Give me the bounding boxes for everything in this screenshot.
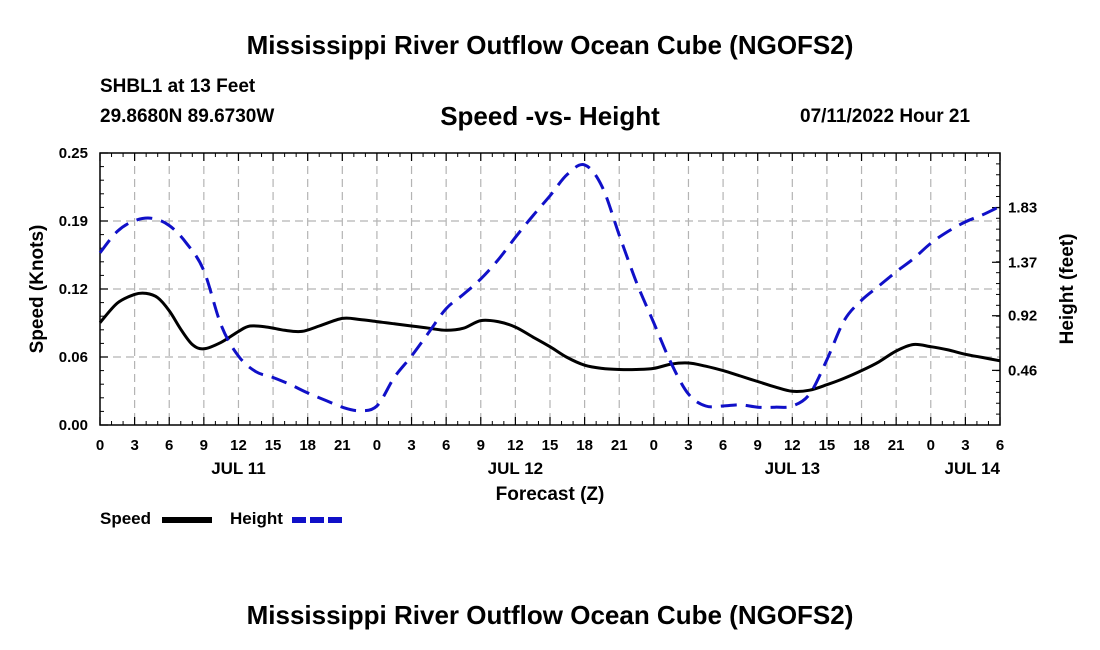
x-tick-label: 3 (684, 437, 692, 454)
series-line-height (98, 163, 1001, 413)
y-tick-label: 0.06 (59, 349, 88, 366)
x-tick-label: 0 (650, 437, 658, 454)
x-date-label: JUL 13 (765, 459, 820, 478)
x-tick-label: 21 (888, 437, 905, 454)
y2-axis-title: Height (feet) (1057, 234, 1078, 345)
x-tick-label: 9 (754, 437, 762, 454)
axis-ticks (99, 152, 1001, 426)
axis-labels: 0 3 6 9 12 15 18 21 0 3 6 9 12 15 18 21 0 3 6 9 12 15 18 21 0 3 6 J… (27, 145, 1078, 505)
x-tick-label: 6 (165, 437, 173, 454)
forecast-datetime: 07/11/2022 Hour 21 (800, 106, 971, 127)
footer-title: Mississippi River Outflow Ocean Cube (NG… (246, 600, 854, 630)
x-tick-label: 6 (719, 437, 727, 454)
x-tick-label: 12 (230, 437, 247, 454)
grid (100, 153, 1000, 425)
x-tick-label: 15 (265, 437, 282, 454)
x-tick-label: 0 (927, 437, 935, 454)
y2-tick-label: 1.83 (1008, 200, 1037, 217)
x-tick-label: 21 (334, 437, 351, 454)
legend-speed-label: Speed (100, 509, 152, 528)
y-tick-label: 0.25 (59, 145, 88, 162)
x-tick-label: 3 (130, 437, 138, 454)
x-tick-label: 12 (507, 437, 524, 454)
x-tick-label: 9 (200, 437, 208, 454)
main-title: Mississippi River Outflow Ocean Cube (NG… (246, 30, 854, 60)
legend-height-label: Height (230, 509, 283, 528)
y2-tick-label: 0.46 (1008, 362, 1037, 379)
coordinates-label: 29.8680N 89.6730W (100, 106, 275, 127)
x-axis-title: Forecast (Z) (496, 484, 605, 505)
x-tick-label: 6 (442, 437, 450, 454)
x-tick-label: 6 (996, 437, 1004, 454)
y-tick-label: 0.12 (59, 281, 88, 298)
x-tick-label: 15 (542, 437, 559, 454)
y-axis-title: Speed (Knots) (27, 225, 48, 354)
x-tick-label: 15 (819, 437, 836, 454)
x-tick-label: 18 (299, 437, 316, 454)
chart-title: Speed -vs- Height (440, 101, 660, 131)
x-tick-label: 12 (784, 437, 801, 454)
x-date-label: JUL 14 (945, 459, 1001, 478)
series-line-speed (98, 291, 1001, 393)
x-tick-label: 18 (853, 437, 870, 454)
y-tick-label: 0.19 (59, 213, 88, 230)
y2-tick-label: 1.37 (1008, 254, 1037, 271)
series-lines (98, 163, 1001, 413)
y2-tick-label: 0.92 (1008, 308, 1037, 325)
x-tick-label: 3 (961, 437, 969, 454)
station-label: SHBL1 at 13 Feet (100, 76, 256, 97)
x-tick-label: 9 (477, 437, 485, 454)
x-tick-label: 0 (96, 437, 104, 454)
x-tick-label: 0 (373, 437, 381, 454)
x-tick-label: 21 (611, 437, 628, 454)
x-date-label: JUL 12 (488, 459, 543, 478)
y-tick-label: 0.00 (59, 417, 88, 434)
x-tick-label: 3 (407, 437, 415, 454)
x-tick-label: 18 (576, 437, 593, 454)
x-date-label: JUL 11 (211, 459, 266, 478)
